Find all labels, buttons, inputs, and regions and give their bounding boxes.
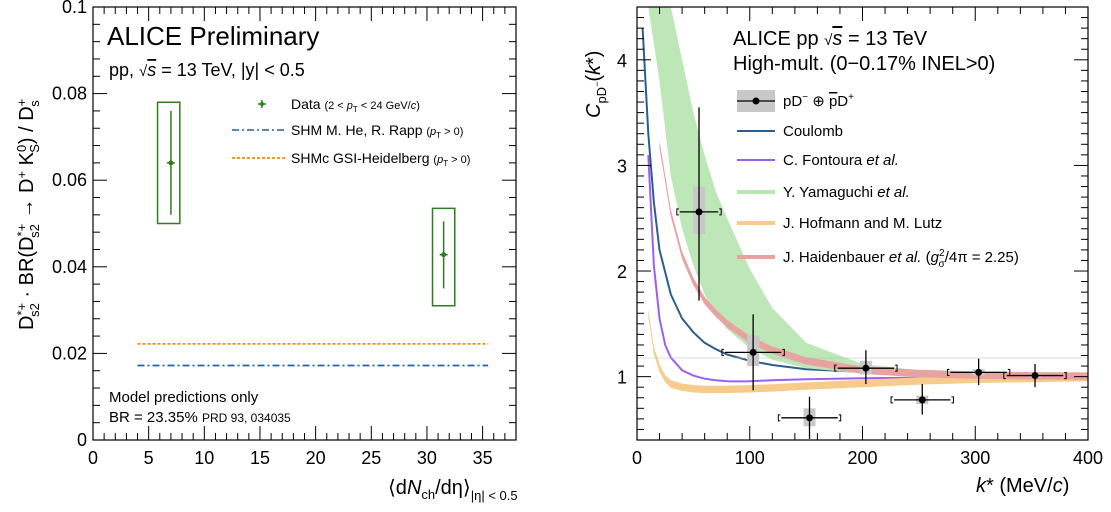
right-y-axis-title: CpD−(k*) (583, 51, 609, 118)
x-tick-label: 30 (417, 448, 437, 468)
right-title: ALICE pp √s = 13 TeV (733, 28, 928, 50)
sys-box (431, 207, 456, 307)
x-tick-label: 15 (250, 448, 270, 468)
y-tick-label: 0 (77, 430, 87, 450)
left-note-model: Model predictions only (109, 389, 259, 406)
x-tick-label: 0 (88, 448, 98, 468)
right-x-axis-title: k* (MeV/c) (976, 475, 1069, 497)
data-point (806, 414, 814, 422)
x-tick-label: 300 (960, 448, 990, 468)
left-x-axis-title: ⟨dNch/dη⟩|η| < 0.5 (388, 477, 518, 503)
legend-marker-data (258, 100, 266, 108)
sys-bracket-right (782, 348, 785, 356)
data-point (1031, 372, 1039, 380)
sys-bracket-left (890, 396, 894, 404)
legend-label-data: Data (2 < pT < 24 GeV/c) (291, 96, 420, 114)
right-legend: pD− ⊕ pD+ Coulomb C. Fontoura et al. Y. … (737, 90, 1019, 270)
y-tick-label: 1 (617, 368, 627, 388)
y-tick-label: 2 (617, 262, 627, 282)
legend-label-shm-rapp: SHM M. He, R. Rapp (pT > 0) (291, 122, 463, 140)
x-tick-label: 5 (144, 448, 154, 468)
x-tick-label: 200 (847, 448, 877, 468)
sys-bracket-left (676, 208, 679, 216)
sys-bracket-right (838, 414, 842, 422)
x-tick-label: 20 (306, 448, 326, 468)
legend-label-shmc-gsi: SHMc GSI-Heidelberg (pT > 0) (291, 150, 470, 168)
data-point (168, 160, 174, 166)
y-tick-label: 3 (617, 156, 627, 176)
sys-bracket-left (834, 364, 837, 372)
sys-bracket-right (1064, 372, 1067, 380)
data-point (749, 348, 757, 356)
data-point (918, 396, 926, 404)
legend-label-coulomb: Coulomb (783, 123, 843, 140)
left-panel: 0 5 10 15 20 25 30 35 0 0.02 0.04 0.06 0.08 0.1 ALIC… (14, 0, 518, 503)
sys-bracket-left (946, 368, 950, 376)
y-tick-label: 0.08 (52, 84, 87, 104)
legend-label-hofmann: J. Hofmann and M. Lutz (783, 215, 942, 232)
model-curve (647, 154, 1088, 383)
y-tick-label: 4 (617, 51, 627, 71)
x-tick-label: 400 (1073, 448, 1103, 468)
sys-bracket-right (895, 364, 898, 372)
left-y-axis-title: D*+s2 · BR(D*+s2 → D+ K0S) / D+s (14, 99, 42, 330)
x-tick-label: 100 (735, 448, 765, 468)
left-title: ALICE Preliminary (107, 21, 319, 51)
left-note-br: BR = 23.35% PRD 93, 034035 (109, 409, 291, 426)
legend-label-fontoura: C. Fontoura et al. (783, 152, 899, 169)
x-tick-label: 25 (361, 448, 381, 468)
data-point (862, 364, 870, 372)
right-subtitle: High-mult. (0−0.17% INEL>0) (733, 53, 995, 75)
data-point (975, 368, 983, 376)
model-band (648, 7, 1088, 377)
data-point (695, 208, 703, 216)
sys-bracket-right (719, 208, 722, 216)
x-tick-label: 0 (632, 448, 642, 468)
y-tick-label: 0.04 (52, 257, 87, 277)
data-point (441, 252, 447, 258)
x-tick-label: 35 (473, 448, 493, 468)
legend-label-haidenbauer: J. Haidenbauer et al. (g2 σ/4π = 2.25) (783, 248, 1019, 270)
sys-bracket-left (1003, 372, 1006, 380)
legend-label-pD: pD− ⊕ pD+ (783, 92, 854, 110)
y-tick-label: 0.06 (52, 170, 87, 190)
left-subtitle: pp, √s = 13 TeV, |y| < 0.5 (109, 60, 305, 80)
x-tick-label: 10 (194, 448, 214, 468)
legend-label-yamaguchi: Y. Yamaguchi et al. (783, 184, 910, 201)
sys-bracket-left (721, 348, 724, 356)
y-tick-label: 0.02 (52, 343, 87, 363)
y-tick-label: 0.1 (62, 0, 87, 17)
sys-bracket-right (951, 396, 954, 404)
legend-data-marker (752, 97, 760, 105)
left-legend: Data (2 < pT < 24 GeV/c) SHM M. He, R. R… (232, 96, 470, 168)
sys-bracket-left (777, 414, 781, 422)
sys-box (156, 101, 181, 225)
